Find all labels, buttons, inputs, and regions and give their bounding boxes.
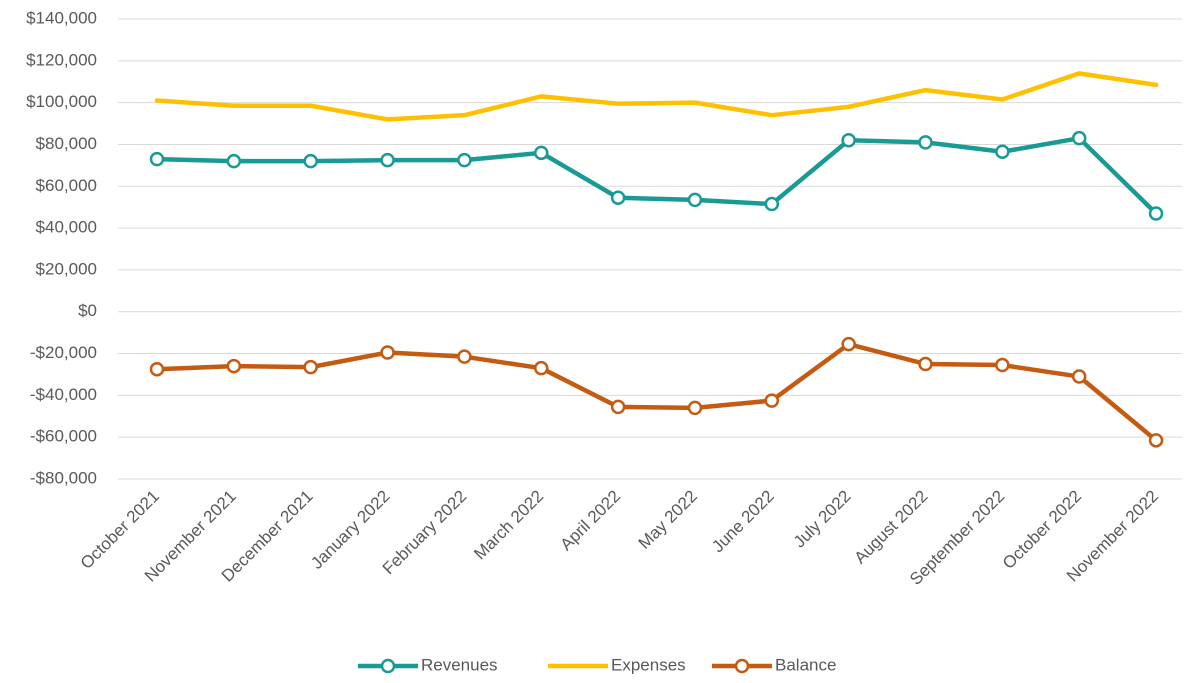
series-line bbox=[154, 341, 1159, 443]
legend-label: Balance bbox=[775, 655, 836, 674]
data-point bbox=[687, 400, 703, 416]
x-tick-label: October 2022 bbox=[999, 487, 1085, 573]
data-point bbox=[687, 192, 703, 208]
data-point bbox=[303, 359, 318, 375]
y-tick-label: $120,000 bbox=[26, 50, 97, 69]
x-tick-label: May 2022 bbox=[635, 487, 701, 553]
data-point bbox=[457, 349, 472, 364]
data-point bbox=[226, 153, 242, 169]
data-point bbox=[995, 144, 1010, 160]
data-point bbox=[380, 152, 395, 168]
y-tick-label: $100,000 bbox=[26, 92, 97, 111]
x-tick-label: April 2022 bbox=[557, 487, 625, 555]
data-point bbox=[841, 133, 856, 148]
x-tick-label: January 2022 bbox=[307, 487, 393, 573]
y-tick-label: $80,000 bbox=[36, 134, 97, 153]
series-line bbox=[154, 71, 1159, 122]
y-tick-label: $140,000 bbox=[26, 8, 97, 27]
y-tick-label: $0 bbox=[78, 301, 97, 320]
y-tick-label: $40,000 bbox=[36, 218, 97, 237]
legend-marker bbox=[734, 658, 750, 674]
legend-marker bbox=[380, 658, 396, 674]
y-tick-label: -$40,000 bbox=[30, 385, 97, 404]
data-point bbox=[534, 360, 549, 376]
y-tick-label: $60,000 bbox=[36, 176, 97, 195]
data-point bbox=[1148, 433, 1164, 448]
series-line bbox=[154, 135, 1159, 216]
y-tick-label: -$60,000 bbox=[30, 427, 97, 446]
data-point bbox=[380, 345, 395, 360]
legend-label: Revenues bbox=[421, 655, 498, 674]
x-tick-label: August 2022 bbox=[851, 487, 932, 568]
data-point bbox=[149, 361, 165, 377]
y-tick-label: $20,000 bbox=[36, 259, 97, 278]
data-point bbox=[534, 145, 549, 161]
y-tick-label: -$80,000 bbox=[30, 468, 97, 487]
data-point bbox=[303, 153, 318, 169]
data-point bbox=[841, 336, 856, 352]
data-point bbox=[764, 393, 780, 408]
data-point bbox=[764, 196, 780, 212]
data-point bbox=[1148, 206, 1164, 221]
legend-label: Expenses bbox=[611, 655, 686, 674]
data-point bbox=[1071, 369, 1087, 384]
data-point bbox=[457, 152, 472, 168]
data-point bbox=[149, 151, 165, 167]
x-tick-label: March 2022 bbox=[470, 487, 547, 564]
x-tick-label: June 2022 bbox=[708, 487, 778, 557]
data-point bbox=[918, 135, 933, 150]
data-point bbox=[610, 190, 626, 206]
data-point bbox=[918, 356, 933, 372]
data-point bbox=[226, 358, 242, 374]
data-point bbox=[995, 357, 1010, 373]
y-tick-label: -$20,000 bbox=[30, 343, 97, 362]
data-point bbox=[1071, 130, 1087, 146]
x-tick-label: July 2022 bbox=[790, 487, 855, 552]
x-tick-label: October 2021 bbox=[77, 487, 163, 573]
data-point bbox=[610, 399, 626, 415]
